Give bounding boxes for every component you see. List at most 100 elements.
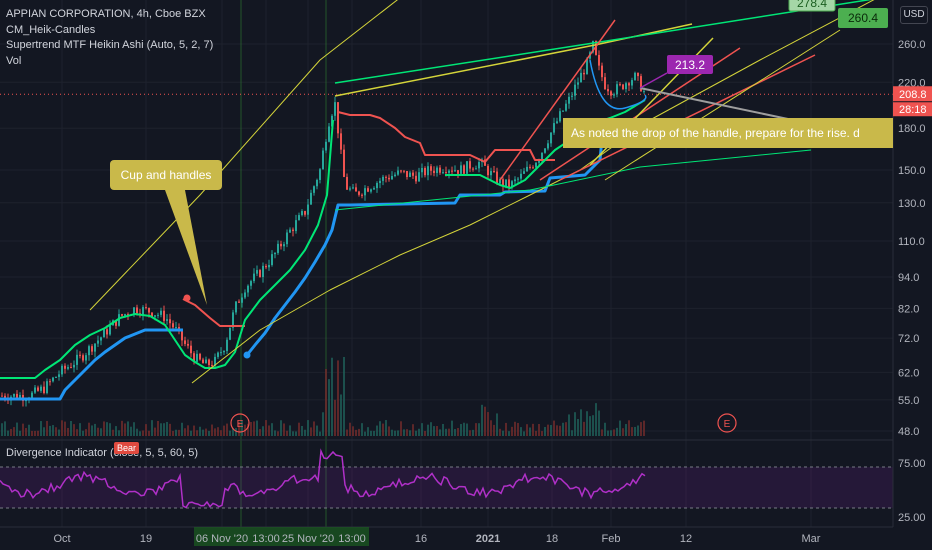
candle	[151, 312, 153, 317]
candle	[496, 171, 498, 184]
volume-bar	[199, 426, 201, 436]
volume-bar	[172, 430, 174, 436]
candle	[466, 161, 468, 174]
target-box-2	[838, 8, 888, 28]
candle	[145, 307, 147, 309]
volume-bar	[640, 422, 642, 436]
candle	[202, 359, 204, 364]
volume-bar	[133, 422, 135, 436]
candle	[358, 191, 360, 195]
volume-bar	[607, 430, 609, 436]
candle	[334, 102, 336, 116]
candle	[367, 188, 369, 192]
candle	[316, 179, 318, 187]
volume-bar	[523, 431, 525, 436]
volume-bar	[52, 425, 54, 436]
candle	[196, 353, 198, 362]
candle	[289, 229, 291, 233]
candle	[166, 319, 168, 321]
candle	[511, 181, 513, 188]
trendline-lower	[191, 0, 875, 384]
candle	[211, 364, 213, 366]
indicator-cm-heik[interactable]: CM_Heik-Candles	[6, 24, 96, 36]
time-range-highlight	[194, 527, 369, 546]
volume-bar	[466, 423, 468, 436]
volume-bar	[487, 412, 489, 436]
volume-bar	[235, 428, 237, 436]
indicator-vol[interactable]: Vol	[6, 55, 22, 67]
volume-bar	[151, 420, 153, 436]
candle	[490, 171, 492, 176]
candle	[58, 374, 60, 377]
candle	[169, 319, 171, 324]
candle	[154, 315, 156, 317]
candle	[352, 187, 354, 189]
volume-bar	[208, 430, 210, 436]
volume-bar	[238, 421, 240, 436]
volume-bar	[76, 429, 78, 436]
candle	[64, 365, 66, 369]
countdown-box	[893, 102, 932, 117]
candle	[187, 343, 189, 346]
supertrend-bear-1	[182, 298, 245, 327]
handle-note-box	[563, 118, 893, 148]
divergence-pane	[0, 439, 893, 509]
candle	[427, 166, 429, 176]
candle	[598, 54, 600, 66]
price-tick: 55.0	[898, 395, 919, 407]
price-tick: 110.0	[898, 236, 925, 248]
volume-bar	[583, 421, 585, 436]
candle	[82, 355, 84, 361]
candle	[163, 310, 165, 321]
candle	[460, 165, 462, 174]
candle	[415, 175, 417, 182]
candle	[313, 186, 315, 193]
volume-bar	[250, 421, 252, 436]
volume-bar	[352, 426, 354, 436]
candle	[325, 141, 327, 151]
volume-bar	[109, 423, 111, 436]
marker-pointer	[639, 72, 668, 89]
volume-bar	[409, 430, 411, 436]
volume-bar	[439, 429, 441, 436]
volume-bar	[601, 429, 603, 436]
currency-button[interactable]: USD	[900, 6, 928, 24]
volume-bar	[634, 426, 636, 436]
volume-bar	[178, 429, 180, 436]
volume-bar	[295, 431, 297, 436]
volume-bar	[127, 421, 129, 436]
volume-bars	[1, 356, 645, 436]
volume-bar	[31, 430, 33, 436]
cup-callout	[110, 160, 222, 190]
countdown-label: 28:18	[899, 104, 927, 116]
red-line-3	[559, 54, 816, 181]
volume-bar	[526, 424, 528, 436]
candle	[442, 172, 444, 174]
candle	[235, 301, 237, 313]
candle	[229, 327, 231, 340]
indicator-supertrend[interactable]: Supertrend MTF Heikin Ashi (Auto, 5, 2, …	[6, 39, 214, 51]
volume-bar	[604, 422, 606, 436]
candle	[238, 301, 240, 303]
candle	[445, 172, 447, 174]
volume-bar	[628, 420, 630, 436]
volume-bar	[40, 421, 42, 436]
candle	[418, 172, 420, 182]
volume-bar	[223, 425, 225, 436]
candle	[244, 292, 246, 298]
candle	[562, 110, 564, 112]
divergence-title[interactable]: Divergence Indicator (close, 5, 5, 60, 5…	[6, 447, 198, 459]
candle	[541, 152, 543, 161]
volume-bar	[7, 430, 9, 436]
candle	[406, 170, 408, 178]
candle	[13, 393, 15, 397]
volume-bar	[619, 420, 621, 436]
volume-bar	[94, 423, 96, 436]
volume-bar	[262, 426, 264, 436]
time-tick: Feb	[602, 533, 621, 545]
volume-bar	[598, 410, 600, 436]
volume-bar	[259, 429, 261, 436]
volume-bar	[46, 420, 48, 436]
candle	[607, 89, 609, 92]
